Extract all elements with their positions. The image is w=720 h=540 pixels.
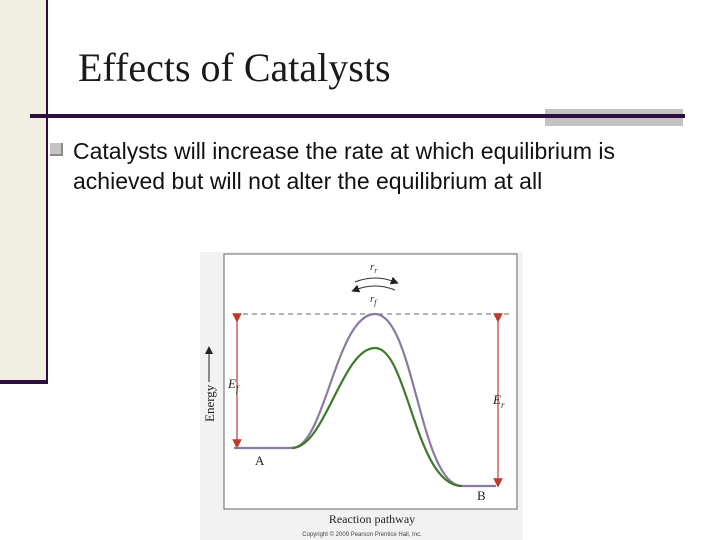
rr-arc (354, 276, 399, 285)
reaction-pathway-label: Reaction pathway (329, 512, 415, 526)
copyright-text: Copyright © 2009 Pearson Prentice Hall, … (302, 531, 422, 538)
point-a-label: A (255, 453, 265, 468)
energy-axis-label: Energy (202, 384, 217, 422)
slide-title: Effects of Catalysts (78, 45, 391, 90)
uncatalyzed-curve (234, 312, 496, 488)
left-accent-foot (0, 380, 48, 384)
title-rule (30, 114, 685, 118)
left-accent-bar (0, 0, 48, 382)
plot-frame (223, 253, 518, 510)
bullet-square-icon (50, 143, 63, 156)
catalyzed-curve (291, 346, 463, 488)
ef-label: Ef (227, 376, 240, 394)
energy-diagram-svg: rr rf Ef Er A B Energy Reaction pathway … (202, 253, 518, 538)
rr-label: rr (370, 261, 378, 275)
rf-arc (351, 284, 396, 293)
rf-label: rf (370, 293, 378, 307)
er-label: Er (492, 392, 505, 410)
energy-diagram: rr rf Ef Er A B Energy Reaction pathway … (200, 252, 523, 540)
bullet-text: Catalysts will increase the rate at whic… (73, 138, 615, 194)
point-b-label: B (477, 488, 486, 503)
